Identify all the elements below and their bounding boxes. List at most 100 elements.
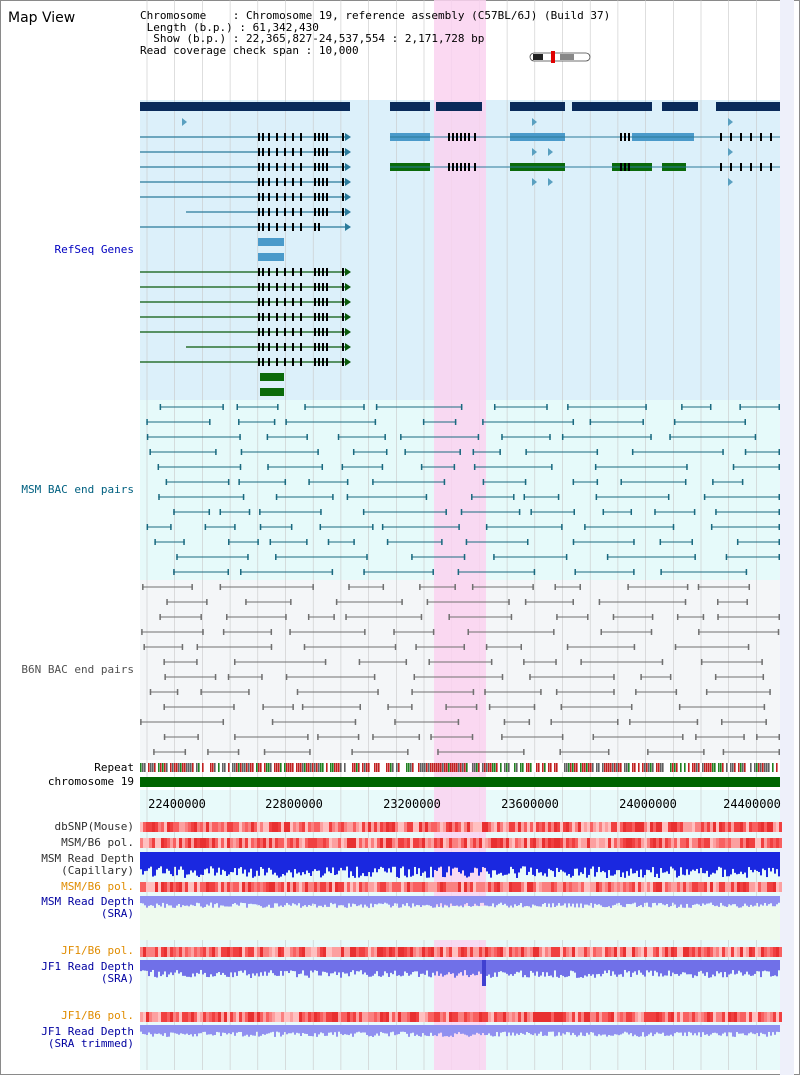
b6n-bac-pair-end <box>555 689 558 695</box>
repeat-mark <box>594 763 596 772</box>
track-label-msm-b6-pol[interactable]: MSM/B6 pol. <box>61 836 134 849</box>
jf1-trimmed-depth-bar <box>754 1025 756 1035</box>
gene-exon <box>276 268 278 276</box>
msm-bac-pair-end <box>443 479 446 485</box>
jf1-b6-pol-2-cell <box>284 1012 287 1022</box>
msm-bac-pair-end <box>240 569 242 575</box>
jf1-b6-pol-cell <box>605 947 608 957</box>
jf1-trimmed-depth-bar <box>640 1025 642 1037</box>
jf1-trimmed-depth-bar <box>670 1025 672 1035</box>
msm-sra-depth-bar <box>774 896 776 907</box>
msm-bac-pair-end <box>523 494 526 500</box>
jf1-depth-bar <box>248 960 250 975</box>
gene-exon <box>314 358 316 366</box>
jf1-trimmed-depth-bar <box>264 1025 266 1035</box>
track-label-msm-bac[interactable]: MSM BAC end pairs <box>21 483 134 496</box>
msm-capillary-depth-bar <box>424 852 426 872</box>
track-label-jf1-depth[interactable]: JF1 Read Depth (SRA) <box>41 960 134 985</box>
msm-b6-pol-sra-cell <box>368 882 371 892</box>
b6n-bac-pair-end <box>777 629 780 635</box>
jf1-b6-pol-cell <box>248 947 251 957</box>
msm-bac-pair-end <box>236 404 238 410</box>
gene-exon <box>276 328 278 336</box>
jf1-b6-pol-cell <box>764 947 767 957</box>
b6n-bac-pair-end <box>559 749 561 755</box>
repeat-mark <box>322 763 324 772</box>
jf1-trimmed-depth-bar <box>452 1025 454 1037</box>
b6n-bac-pair-end <box>270 644 273 650</box>
msm-bac-pair-end <box>372 524 374 530</box>
length-label: Length (b.p.) <box>146 20 233 34</box>
jf1-b6-pol-cell <box>722 947 725 957</box>
repeat-mark <box>610 763 612 772</box>
track-label-jf1-b6-pol-2[interactable]: JF1/B6 pol. <box>61 1009 134 1022</box>
jf1-trimmed-depth-bar <box>338 1025 340 1032</box>
jf1-depth-bar <box>656 960 658 973</box>
jf1-b6-pol-2-cell <box>185 1012 188 1022</box>
msm-b6-pol-cell <box>434 838 437 848</box>
msm-capillary-depth-bar <box>522 852 524 867</box>
msm-capillary-depth-bar <box>410 852 412 877</box>
track-label-dbsnp[interactable]: dbSNP(Mouse) <box>54 820 134 833</box>
jf1-b6-pol-cell <box>353 947 356 957</box>
msm-capillary-depth-bar <box>198 852 200 877</box>
msm-b6-pol-cell <box>389 838 392 848</box>
jf1-trimmed-depth-bar <box>310 1025 312 1037</box>
jf1-trimmed-depth-bar <box>370 1025 372 1036</box>
msm-b6-pol-cell <box>701 838 704 848</box>
repeat-mark <box>266 763 268 772</box>
msm-sra-depth-bar <box>738 896 740 908</box>
repeat-mark <box>442 763 444 772</box>
jf1-b6-pol-2-cell <box>407 1012 410 1022</box>
track-label-repeat[interactable]: Repeat <box>94 761 134 774</box>
track-label-jf1-depth-trimmed[interactable]: JF1 Read Depth (SRA trimmed) <box>41 1025 134 1050</box>
repeat-mark <box>306 763 308 772</box>
jf1-trimmed-depth-bar <box>324 1025 326 1036</box>
jf1-trimmed-depth-bar <box>302 1025 304 1033</box>
b6n-bac-pair-end <box>475 704 478 710</box>
dbsnp-cell <box>623 822 626 832</box>
gene-exon <box>292 148 294 156</box>
track-label-msm-depth-sra[interactable]: MSM Read Depth (SRA) <box>41 895 134 920</box>
jf1-b6-pol-2-cell <box>554 1012 557 1022</box>
jf1-depth-bar <box>768 960 770 972</box>
jf1-trimmed-depth-bar <box>652 1025 654 1037</box>
msm-b6-pol-cell <box>518 838 521 848</box>
jf1-depth-bar <box>688 960 690 975</box>
msm-b6-pol-cell <box>755 838 758 848</box>
repeat-mark <box>472 763 474 772</box>
gene-exon <box>322 328 324 336</box>
repeat-mark <box>606 763 608 772</box>
jf1-trimmed-depth-bar <box>448 1025 450 1037</box>
jf1-depth-bar <box>526 960 528 978</box>
msm-b6-pol-cell <box>179 838 182 848</box>
msm-b6-pol-sra-cell <box>179 882 182 892</box>
msm-capillary-depth-bar <box>464 852 466 876</box>
jf1-depth-bar <box>600 960 602 977</box>
jf1-depth-bar <box>154 960 156 977</box>
msm-sra-depth-bar <box>406 896 408 904</box>
msm-capillary-depth-bar <box>702 852 704 874</box>
track-label-jf1-b6-pol[interactable]: JF1/B6 pol. <box>61 944 134 957</box>
msm-bac-pair-end <box>549 434 551 440</box>
jf1-b6-pol-cell <box>326 947 329 957</box>
dbsnp-cell <box>140 822 143 832</box>
jf1-trimmed-depth-bar <box>590 1025 592 1032</box>
gene-exon <box>262 343 264 351</box>
jf1-trimmed-depth-bar <box>204 1025 206 1032</box>
jf1-trimmed-depth-bar <box>536 1025 538 1036</box>
jf1-depth-bar <box>310 960 312 971</box>
gene-exon <box>322 298 324 306</box>
msm-sra-depth-bar <box>444 896 446 905</box>
track-label-chromosome[interactable]: chromosome 19 <box>47 775 134 788</box>
gene-exon <box>326 313 328 321</box>
track-label-msm-b6-pol-sra[interactable]: MSM/B6 pol. <box>61 880 134 893</box>
jf1-b6-pol-2-cell <box>707 1012 710 1022</box>
track-label-refseq[interactable]: RefSeq Genes <box>54 243 134 256</box>
track-label-b6n-bac[interactable]: B6N BAC end pairs <box>21 663 134 676</box>
jf1-depth-bar <box>762 960 764 972</box>
jf1-b6-pol-cell <box>563 947 566 957</box>
jf1-depth-bar <box>724 960 726 972</box>
track-label-msm-depth-capillary[interactable]: MSM Read Depth (Capillary) <box>41 852 134 877</box>
